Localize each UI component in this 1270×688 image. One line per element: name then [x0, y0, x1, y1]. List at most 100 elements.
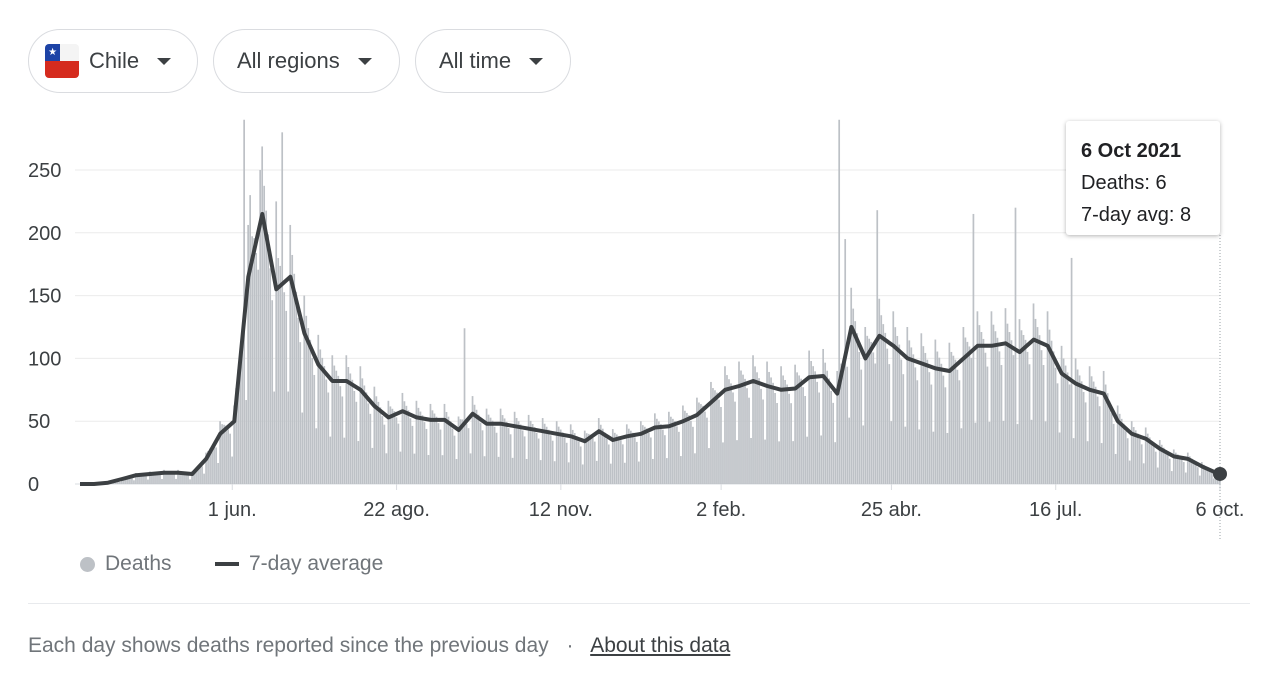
bar: [846, 366, 849, 484]
bar: [690, 420, 692, 484]
bar: [457, 416, 460, 484]
bar: [1102, 370, 1105, 484]
bar: [664, 435, 666, 484]
bar: [399, 451, 402, 484]
bar: [271, 300, 274, 484]
bar: [629, 430, 632, 484]
bar: [201, 466, 203, 484]
bar: [345, 355, 348, 484]
tooltip: 6 Oct 2021 Deaths: 6 7-day avg: 8: [1066, 121, 1220, 235]
bar: [165, 471, 167, 484]
bar: [239, 353, 241, 484]
bar: [788, 393, 790, 484]
about-data-link[interactable]: About this data: [590, 634, 731, 657]
bar: [1150, 441, 1153, 484]
bar: [449, 421, 452, 484]
bar: [357, 441, 360, 484]
bar: [139, 473, 141, 484]
bar: [652, 458, 654, 484]
bar: [543, 423, 546, 484]
bar: [395, 417, 398, 484]
bar: [1038, 335, 1041, 484]
bar: [682, 405, 684, 484]
bar: [435, 416, 438, 484]
bar: [850, 287, 853, 484]
bar: [549, 435, 552, 484]
bar: [1060, 345, 1063, 484]
bar: [305, 315, 308, 484]
bar: [764, 439, 766, 484]
bar: [1116, 405, 1119, 484]
bar: [814, 371, 816, 484]
footer-text: Each day shows deaths reported since the…: [28, 634, 549, 657]
country-dropdown[interactable]: ★ Chile: [28, 29, 198, 93]
bar: [511, 457, 514, 484]
bar: [161, 478, 163, 484]
bar: [1212, 478, 1215, 484]
bar: [1052, 351, 1055, 484]
bar: [409, 418, 412, 484]
bar: [531, 423, 534, 484]
bar: [976, 311, 979, 484]
bar: [1170, 471, 1173, 484]
bar: [1096, 396, 1099, 484]
bar: [960, 428, 963, 484]
bar: [1132, 427, 1135, 484]
bar: [680, 456, 682, 484]
bar: [551, 440, 554, 484]
bar: [1062, 358, 1065, 484]
bar: [734, 401, 736, 484]
bar: [541, 418, 544, 484]
bar: [810, 361, 812, 484]
bar: [281, 132, 284, 484]
bar: [1178, 456, 1181, 484]
bar: [818, 392, 820, 484]
bar: [702, 405, 704, 484]
bar: [367, 403, 370, 484]
bar: [898, 344, 901, 484]
bar: [429, 403, 432, 484]
bar: [1172, 449, 1175, 484]
bar: [605, 438, 608, 484]
bar: [926, 359, 929, 484]
bar: [593, 441, 596, 484]
bar: [283, 292, 286, 484]
deaths-chart[interactable]: 0 50 100 150 200 250 1 jun. 22 ago. 12 nov. 2 feb…: [0, 0, 1270, 540]
bar: [407, 410, 410, 484]
highlight-point[interactable]: [1213, 466, 1227, 481]
bar: [179, 471, 181, 484]
bar: [688, 415, 690, 484]
bar: [219, 421, 221, 484]
bar: [1202, 464, 1205, 484]
bar: [1020, 330, 1023, 484]
bar: [311, 357, 314, 484]
time-range-dropdown[interactable]: All time: [415, 29, 571, 93]
bar: [1076, 369, 1079, 484]
bar: [417, 407, 420, 484]
country-label: Chile: [89, 48, 140, 73]
bar: [529, 420, 532, 484]
bar: [493, 426, 496, 484]
bar: [153, 472, 155, 484]
bar: [227, 429, 229, 484]
bar: [375, 396, 378, 484]
bar: [261, 146, 264, 484]
bar: [912, 354, 915, 484]
bar: [513, 411, 516, 484]
bar: [413, 453, 416, 484]
bar: [373, 386, 376, 484]
bar: [934, 339, 937, 484]
bar: [365, 392, 368, 484]
bar: [381, 416, 384, 484]
region-dropdown[interactable]: All regions: [213, 29, 400, 93]
bar: [527, 414, 530, 484]
bar: [509, 434, 512, 484]
bar: [203, 473, 205, 484]
bar: [812, 366, 814, 484]
bar: [710, 381, 712, 484]
bar: [774, 392, 776, 484]
bar: [221, 424, 223, 484]
bar: [1070, 257, 1073, 484]
bar: [1000, 365, 1003, 484]
bar: [587, 433, 590, 484]
